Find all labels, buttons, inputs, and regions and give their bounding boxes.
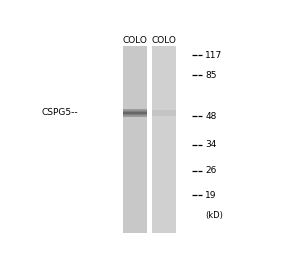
Bar <box>123 110 147 111</box>
Text: (kD): (kD) <box>205 211 223 220</box>
Bar <box>123 116 147 117</box>
Bar <box>152 46 176 233</box>
Bar <box>123 113 147 114</box>
Text: 117: 117 <box>205 51 223 60</box>
Text: COLO: COLO <box>151 36 176 45</box>
Bar <box>123 46 147 233</box>
Text: COLO: COLO <box>123 36 148 45</box>
Bar <box>123 111 147 112</box>
Text: 26: 26 <box>205 166 217 175</box>
Text: 34: 34 <box>205 140 217 149</box>
Bar <box>152 110 176 116</box>
Text: 19: 19 <box>205 191 217 200</box>
Text: 48: 48 <box>205 112 217 121</box>
Bar <box>123 115 147 116</box>
Bar <box>123 114 147 115</box>
Text: 85: 85 <box>205 71 217 80</box>
Bar <box>123 112 147 113</box>
Text: CSPG5--: CSPG5-- <box>42 109 79 117</box>
Bar <box>123 109 147 110</box>
